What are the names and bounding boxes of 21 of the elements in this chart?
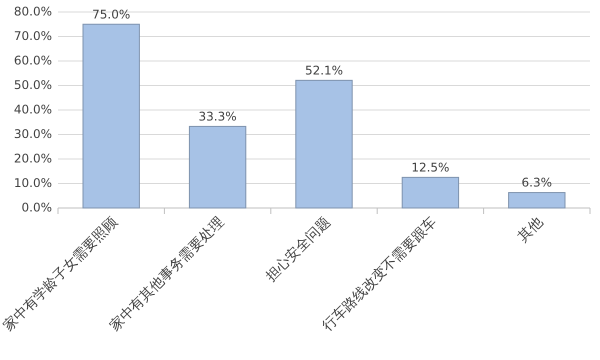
- bar: [188, 126, 246, 208]
- y-tick-label: 0.0%: [22, 200, 52, 214]
- y-tick-label: 10.0%: [14, 176, 52, 190]
- y-tick-label: 20.0%: [14, 151, 52, 166]
- bar: [508, 192, 566, 208]
- x-tick-label: 其他: [515, 214, 546, 246]
- y-tick-label: 70.0%: [14, 28, 52, 43]
- data-label: 6.3%: [522, 176, 552, 190]
- x-tick-label: 担心安全问题: [262, 214, 334, 285]
- y-tick-label: 50.0%: [14, 78, 52, 92]
- data-label: 75.0%: [92, 7, 130, 22]
- data-label: 33.3%: [198, 109, 237, 124]
- y-tick-label: 40.0%: [14, 102, 52, 116]
- y-tick-label: 80.0%: [14, 4, 52, 18]
- data-label: 12.5%: [411, 160, 450, 174]
- y-tick-label: 60.0%: [14, 53, 52, 68]
- bar: [82, 24, 140, 208]
- data-label: 52.1%: [304, 63, 344, 78]
- y-tick-label: 30.0%: [14, 126, 52, 141]
- bar: [295, 80, 353, 208]
- bar: [402, 176, 460, 208]
